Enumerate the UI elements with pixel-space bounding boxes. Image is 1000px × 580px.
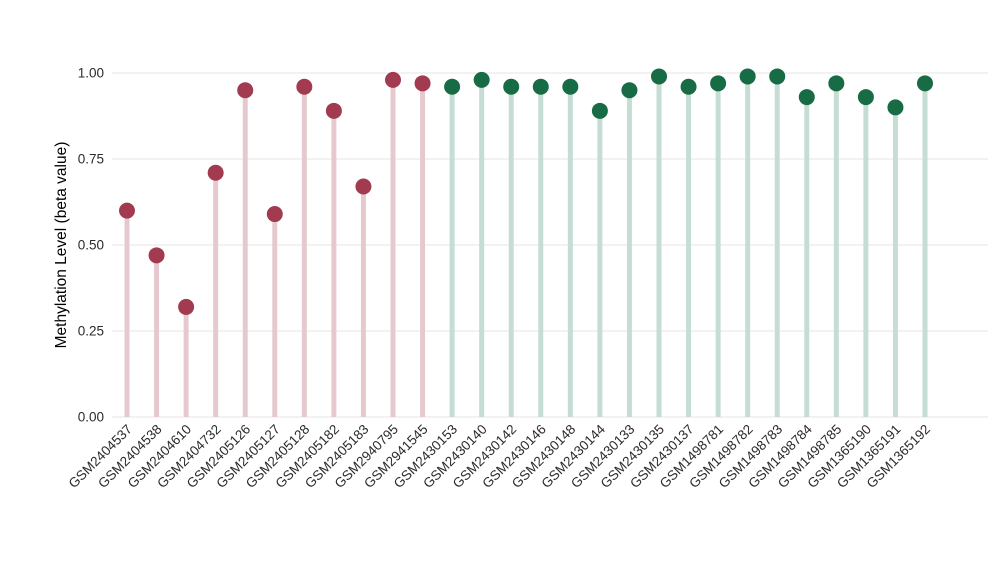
lollipop-dot	[857, 89, 874, 106]
lollipop-dot	[769, 68, 786, 85]
lollipop-dot	[828, 75, 845, 92]
y-tick-label: 0.50	[78, 238, 104, 253]
lollipop-dot	[739, 68, 756, 85]
lollipop-dot	[710, 75, 727, 92]
lollipop-dot	[651, 68, 667, 85]
lollipop-dot	[178, 298, 195, 315]
y-tick-label: 1.00	[78, 66, 104, 81]
lollipop-dot	[237, 82, 254, 99]
lollipop-dot	[444, 78, 461, 95]
lollipop-dot	[148, 247, 165, 264]
lollipop-dot	[385, 71, 401, 88]
lollipop-dot	[325, 102, 342, 119]
lollipop-dot	[473, 71, 490, 88]
lollipop-dot	[532, 78, 549, 95]
lollipop-dot	[591, 102, 608, 119]
lollipop-dot	[503, 78, 520, 95]
y-tick-label: 0.00	[78, 410, 104, 425]
lollipop-dot	[355, 178, 372, 195]
lollipop-dot	[917, 75, 933, 92]
lollipop-dot	[414, 75, 431, 92]
lollipop-dot	[266, 206, 283, 223]
y-tick-label: 0.25	[78, 324, 104, 339]
y-tick-label: 0.75	[78, 152, 104, 167]
lollipop-dot	[207, 164, 224, 181]
lollipop-dot	[680, 78, 697, 95]
lollipop-dot	[887, 99, 904, 116]
y-axis-label: Methylation Level (beta value)	[53, 142, 70, 349]
lollipop-dot	[562, 78, 579, 95]
lollipop-dot	[119, 202, 135, 219]
lollipop-dot	[621, 82, 638, 99]
lollipop-dot	[296, 78, 313, 95]
lollipop-dot	[798, 89, 815, 106]
